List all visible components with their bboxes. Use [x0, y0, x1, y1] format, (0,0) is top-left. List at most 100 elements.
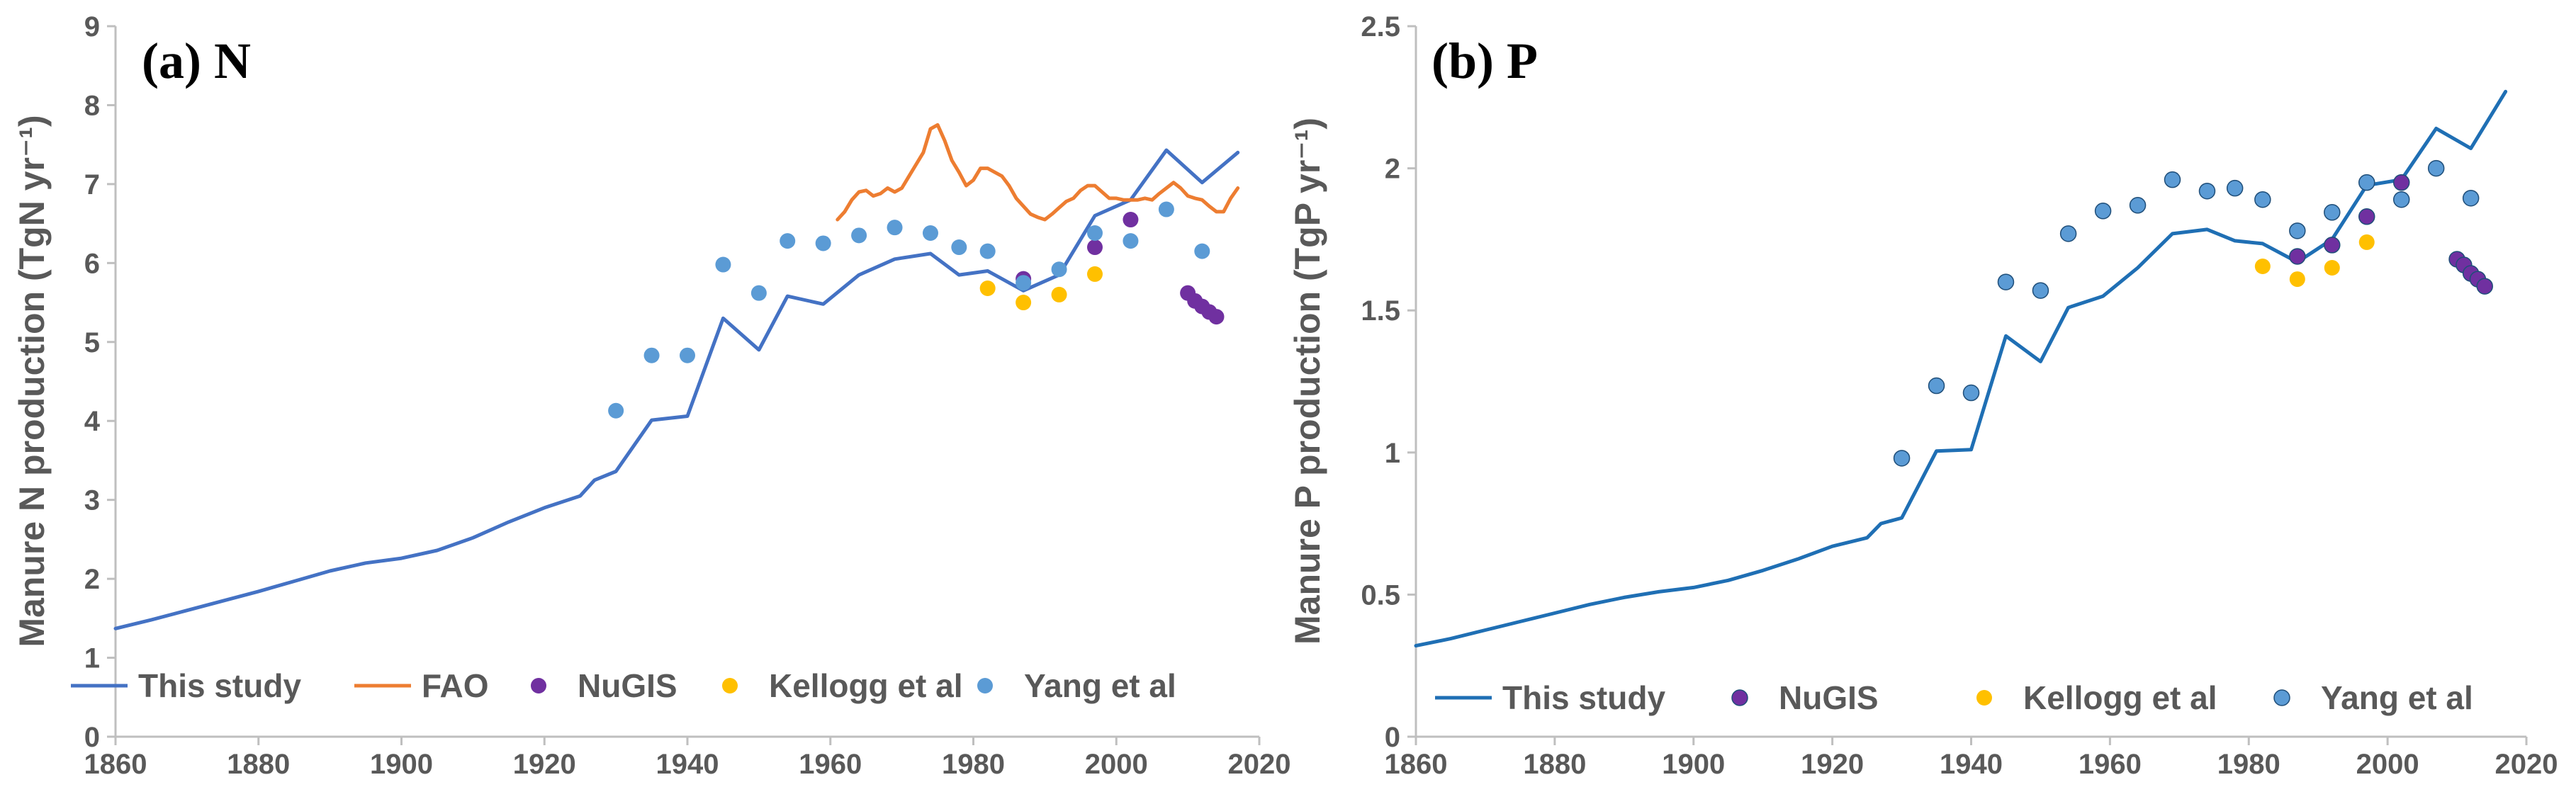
y-tick-label: 1.5	[1361, 295, 1400, 327]
x-tick-label: 1900	[370, 749, 433, 780]
data-point-yang-et-al	[1928, 377, 1945, 395]
legend-label-this-study: This study	[138, 667, 301, 704]
legend-label-kellogg-et-al: Kellogg et al	[769, 667, 962, 704]
legend-swatch-nugis	[531, 678, 546, 693]
data-point-yang-et-al	[2226, 179, 2244, 197]
data-point-yang-et-al	[2198, 182, 2216, 200]
data-point-yang-et-al	[643, 347, 660, 363]
x-tick-label: 1980	[942, 749, 1005, 780]
legend-swatch-yang-et-al	[977, 678, 993, 693]
data-point-yang-et-al	[780, 233, 796, 249]
data-point-nugis	[2392, 174, 2410, 191]
data-point-nugis	[2476, 278, 2493, 295]
data-point-yang-et-al	[2289, 222, 2306, 239]
y-tick-label: 1	[84, 643, 100, 674]
y-tick-label: 6	[84, 248, 100, 279]
x-tick-label: 1860	[84, 749, 147, 780]
panel-a-ylabel: Manure N production (TgN yr⁻¹)	[12, 115, 52, 647]
data-point-kellogg-et-al	[1051, 286, 1067, 302]
y-tick-label: 1	[1385, 438, 1400, 469]
data-point-yang-et-al	[2164, 171, 2181, 188]
data-point-nugis	[1123, 212, 1139, 228]
legend-label-kellogg-et-al: Kellogg et al	[2023, 679, 2217, 716]
x-tick-label: 2020	[2495, 749, 2558, 780]
legend-swatch-kellogg-et-al	[1976, 690, 1992, 706]
panel-a-axes: 0 1 2 3 4 5 6 7 8 9 1860 1880 1900 1920 1940 1960 1980 20…	[84, 11, 1291, 780]
legend-label-this-study: This study	[1502, 679, 1665, 716]
y-tick-label: 4	[84, 406, 101, 437]
data-point-yang-et-al	[2254, 191, 2271, 208]
x-tick-label: 1860	[1385, 749, 1448, 780]
x-tick-label: 1880	[227, 749, 290, 780]
legend-label-nugis: NuGIS	[1779, 679, 1879, 716]
panel-b-legend: This study NuGIS Kellogg et al Yang et al	[1435, 679, 2473, 716]
panel-b-ylabel: Manure P production (TgP yr⁻¹)	[1288, 118, 1327, 645]
data-point-yang-et-al	[922, 225, 938, 241]
panel-b-title: (b) P	[1432, 33, 1538, 89]
data-point-nugis	[1086, 239, 1103, 256]
x-tick-label: 1940	[1940, 749, 2003, 780]
x-tick-label: 2000	[2356, 749, 2419, 780]
data-point-yang-et-al	[2094, 203, 2112, 220]
y-tick-label: 2	[1385, 154, 1400, 185]
panel-b-phosphorus: (b) P Manure P production (TgP yr⁻¹) 0 0.…	[1288, 11, 2558, 780]
y-tick-label: 7	[84, 169, 100, 200]
data-point-yang-et-al	[2462, 189, 2480, 207]
data-point-kellogg-et-al	[1016, 295, 1032, 311]
data-point-kellogg-et-al	[979, 280, 996, 296]
data-point-yang-et-al	[1123, 233, 1139, 249]
data-point-yang-et-al	[1997, 273, 2015, 290]
data-point-yang-et-al	[1194, 243, 1210, 259]
data-point-kellogg-et-al	[2324, 260, 2340, 276]
data-point-yang-et-al	[2324, 204, 2341, 221]
panel-b-plot-area	[1414, 89, 2508, 648]
data-point-yang-et-al	[715, 256, 731, 273]
y-tick-label: 5	[84, 327, 100, 358]
data-point-yang-et-al	[979, 243, 996, 259]
legend-swatch-yang-et-al	[2273, 689, 2290, 706]
y-tick-label: 2.5	[1361, 11, 1400, 43]
y-tick-label: 0	[1385, 722, 1400, 753]
panel-a-title: (a) N	[142, 33, 251, 89]
data-point-yang-et-al	[887, 220, 903, 236]
data-point-yang-et-al	[951, 239, 967, 256]
data-point-nugis	[1208, 309, 1225, 325]
legend-swatch-kellogg-et-al	[722, 678, 738, 693]
x-tick-label: 1900	[1662, 749, 1725, 780]
data-point-kellogg-et-al	[2254, 259, 2271, 275]
legend-label-yang-et-al: Yang et al	[2321, 679, 2473, 716]
series-line-this-study	[113, 148, 1240, 630]
data-point-yang-et-al	[1051, 261, 1067, 278]
data-point-kellogg-et-al	[2358, 234, 2375, 250]
data-point-yang-et-al	[608, 402, 624, 419]
data-point-nugis	[2358, 208, 2375, 225]
legend-label-fao: FAO	[422, 667, 489, 704]
x-tick-label: 1960	[799, 749, 862, 780]
data-point-yang-et-al	[1016, 275, 1032, 291]
x-tick-label: 2000	[1085, 749, 1148, 780]
y-tick-label: 0.5	[1361, 579, 1400, 611]
data-point-yang-et-al	[1086, 225, 1103, 241]
data-point-yang-et-al	[815, 235, 831, 251]
y-tick-label: 0	[84, 722, 100, 753]
x-tick-label: 1880	[1523, 749, 1586, 780]
panel-b-axes: 0 0.5 1 1.5 2 2.5 1860 1880 1900 1920 1940 1960 1980…	[1361, 11, 2558, 780]
x-tick-label: 1960	[2079, 749, 2142, 780]
y-tick-label: 2	[84, 564, 100, 595]
data-point-kellogg-et-al	[2289, 271, 2305, 288]
legend-swatch-nugis	[1731, 689, 1748, 706]
data-point-yang-et-al	[750, 285, 767, 301]
panel-a-legend: This study FAO NuGIS Kellogg et al Yang et a…	[71, 667, 1176, 704]
x-tick-label: 1920	[513, 749, 576, 780]
y-tick-label: 8	[84, 90, 100, 121]
data-point-kellogg-et-al	[1086, 266, 1103, 282]
series-line-this-study	[1414, 89, 2508, 648]
data-point-yang-et-al	[2129, 197, 2147, 214]
legend-label-nugis: NuGIS	[578, 667, 677, 704]
data-point-yang-et-al	[1893, 450, 1911, 467]
x-tick-label: 1920	[1801, 749, 1864, 780]
data-point-yang-et-al	[1158, 201, 1174, 217]
data-point-yang-et-al	[680, 347, 695, 363]
data-point-yang-et-al	[2032, 282, 2049, 299]
